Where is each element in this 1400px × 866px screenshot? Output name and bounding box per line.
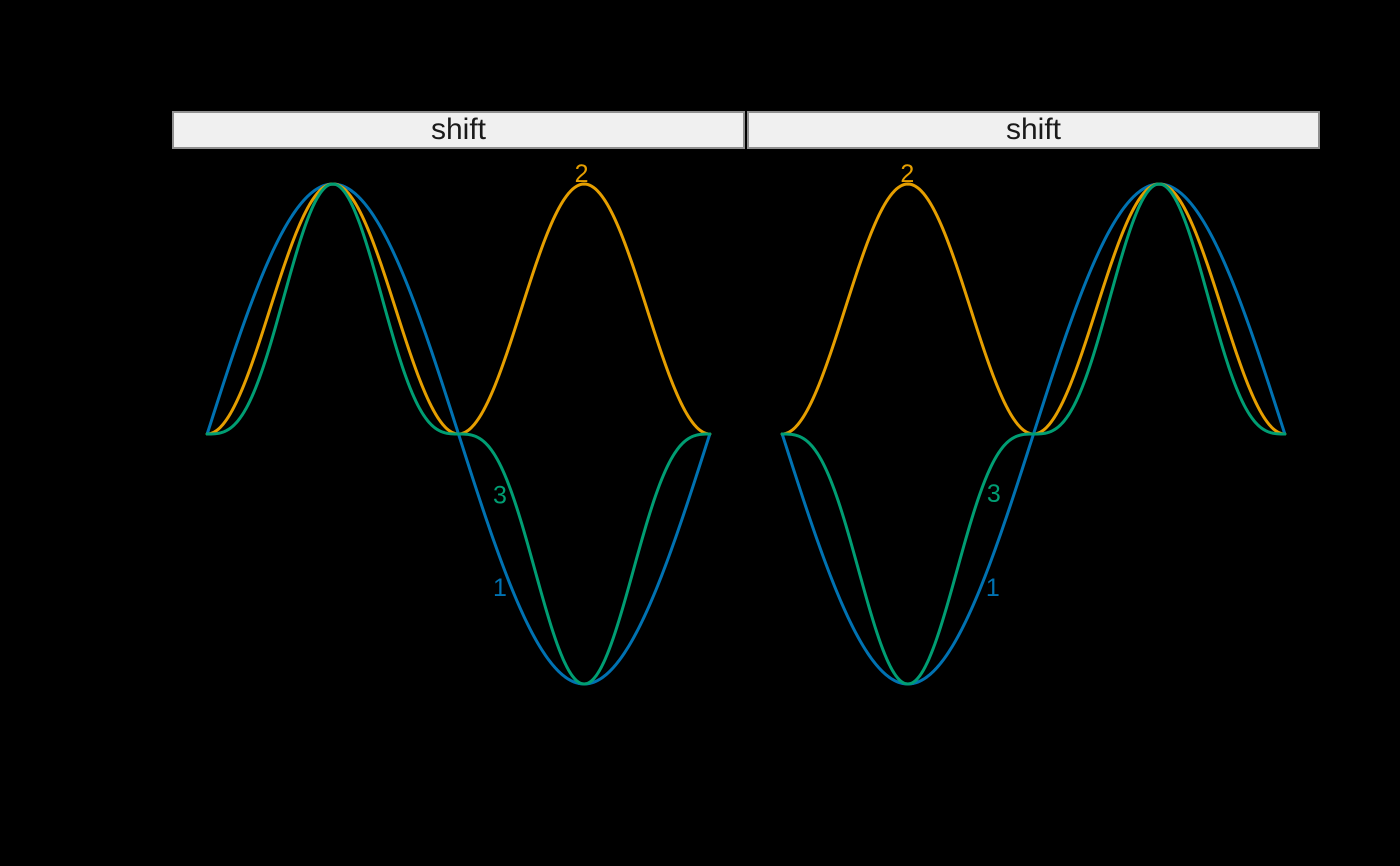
panel-right: 2 3 1 xyxy=(780,160,1287,686)
curve-2 xyxy=(205,182,712,436)
curve-3 xyxy=(780,182,1287,686)
curve-label-3: 3 xyxy=(493,481,507,509)
curve-3 xyxy=(205,182,712,686)
curve-label-2: 2 xyxy=(900,160,914,188)
curve-label-3: 3 xyxy=(987,480,1001,508)
curve-label-2: 2 xyxy=(575,160,589,188)
facet-strip-left-label: shift xyxy=(430,113,487,146)
panel-left: 2 3 1 xyxy=(205,160,712,686)
facet-strip-right: shift xyxy=(747,111,1320,149)
facet-strip-right-label: shift xyxy=(1005,113,1062,146)
curve-2 xyxy=(780,182,1287,436)
curve-label-1: 1 xyxy=(986,574,1000,602)
curve-label-1: 1 xyxy=(493,574,507,602)
facet-strip-left: shift xyxy=(172,111,745,149)
